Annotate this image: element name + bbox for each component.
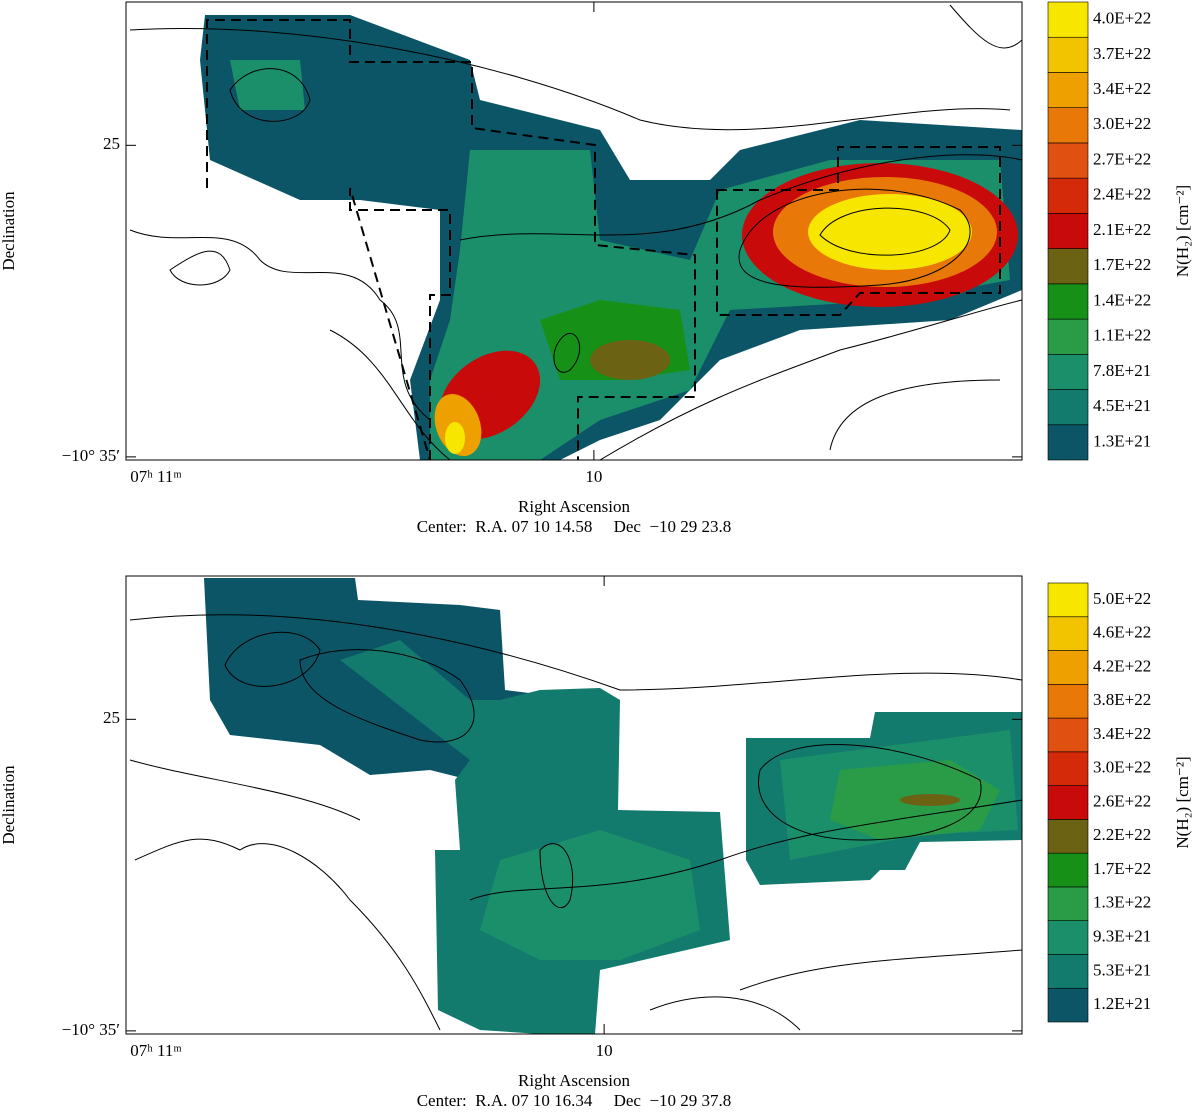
colorbar-band: [1047, 424, 1089, 461]
colorbar-band: [1047, 283, 1089, 320]
caption: Center: R.A. 07 10 14.58 Dec −10 29 23.8: [417, 517, 732, 536]
colorbar-tick-label: 3.4E+22: [1093, 724, 1151, 743]
colorbar-tick-label: 2.1E+22: [1093, 220, 1151, 239]
colorbar-tick-label: 3.8E+22: [1093, 690, 1151, 709]
colorbar-label: N(H₂) [cm⁻²]: [1173, 756, 1192, 848]
contour: [129, 614, 1022, 1031]
colorbar-tick-label: 4.2E+22: [1093, 656, 1151, 675]
colorbar-band: [1047, 318, 1089, 355]
colorbar-band: [1047, 954, 1089, 989]
colorbar-band: [1047, 987, 1089, 1023]
colorbar-band: [1047, 107, 1089, 144]
colorbar-tick-label: 1.7E+22: [1093, 859, 1151, 878]
x-tick-label: 07ʰ 11ᵐ: [130, 1041, 181, 1060]
colorbar-band: [1047, 177, 1089, 214]
y-tick-label: 25: [103, 134, 120, 153]
colorbar-band: [1047, 248, 1089, 285]
colorbar-tick-label: 1.1E+22: [1093, 326, 1151, 345]
colorbar-tick-label: 5.0E+22: [1093, 589, 1151, 608]
y-tick-label: −10° 35′: [62, 1020, 120, 1039]
contour: [129, 4, 1022, 460]
colorbar-tick-label: 3.4E+22: [1093, 79, 1151, 98]
region: [808, 194, 972, 270]
colorbar-band: [1047, 684, 1089, 719]
colorbar-band: [1047, 616, 1089, 651]
colorbar-band: [1047, 785, 1089, 820]
colorbar-tick-label: 5.3E+21: [1093, 960, 1151, 979]
plot-frame: [125, 575, 1023, 1035]
colorbar-tick-label: 2.7E+22: [1093, 149, 1151, 168]
coverage-outline: [206, 19, 1001, 460]
colorbar-band: [1047, 819, 1089, 854]
colorbar-band: [1047, 1, 1089, 38]
x-axis-label: Right Ascension: [518, 1071, 630, 1090]
y-tick-label: 25: [103, 708, 120, 727]
region: [590, 340, 670, 380]
x-axis-label: Right Ascension: [518, 497, 630, 516]
x-tick-label: 10: [585, 467, 602, 486]
colorbar-band: [1047, 717, 1089, 753]
region: [900, 794, 960, 806]
colorbar-tick-label: 2.6E+22: [1093, 791, 1151, 810]
y-axis-label: Declination: [0, 765, 18, 845]
colorbar-band: [1047, 354, 1089, 390]
y-tick-label: −10° 35′: [62, 446, 120, 465]
x-tick-label: 10: [596, 1041, 613, 1060]
colorbar-tick-label: 9.3E+21: [1093, 926, 1151, 945]
map-bottom: [129, 578, 1022, 1034]
colorbar-band: [1047, 650, 1089, 685]
colorbar-tick-label: 3.0E+22: [1093, 758, 1151, 777]
colorbar-tick-label: 1.3E+22: [1093, 893, 1151, 912]
colorbar-band: [1047, 72, 1089, 108]
x-tick-label: 07ʰ 11ᵐ: [130, 467, 181, 486]
colorbar-band: [1047, 36, 1089, 73]
colorbar-tick-label: 2.4E+22: [1093, 185, 1151, 204]
region: [445, 422, 465, 454]
colorbar-tick-label: 2.2E+22: [1093, 825, 1151, 844]
colorbar-tick-label: 3.7E+22: [1093, 44, 1151, 63]
region: [480, 830, 700, 960]
colorbar-band: [1047, 142, 1089, 179]
colorbar-band: [1047, 389, 1089, 426]
y-axis-label: Declination: [0, 191, 18, 271]
colorbar-tick-label: 7.8E+21: [1093, 361, 1151, 380]
colorbar-band: [1047, 852, 1089, 888]
colorbar-tick-label: 4.5E+21: [1093, 396, 1151, 415]
colorbar-tick-label: 3.0E+22: [1093, 114, 1151, 133]
colorbar-tick-label: 1.4E+22: [1093, 290, 1151, 309]
plot-frame: [125, 1, 1023, 461]
colorbar-band: [1047, 582, 1089, 618]
colorbar-tick-label: 1.2E+21: [1093, 994, 1151, 1013]
colorbar-band: [1047, 920, 1089, 955]
region: [230, 60, 305, 110]
colorbar-band: [1047, 213, 1089, 249]
caption: Center: R.A. 07 10 16.34 Dec −10 29 37.8: [417, 1091, 732, 1110]
colorbar-band: [1047, 886, 1089, 921]
colorbar-band: [1047, 751, 1089, 786]
colorbar-tick-label: 1.7E+22: [1093, 255, 1151, 274]
region: [340, 640, 730, 1034]
colorbar-tick-label: 1.3E+21: [1093, 431, 1151, 450]
region: [200, 15, 1022, 460]
colorbar-tick-label: 4.0E+22: [1093, 9, 1151, 28]
colorbar-label: N(H₂) [cm⁻²]: [1173, 185, 1192, 277]
map-top: [129, 4, 1022, 460]
colorbar-tick-label: 4.6E+22: [1093, 623, 1151, 642]
